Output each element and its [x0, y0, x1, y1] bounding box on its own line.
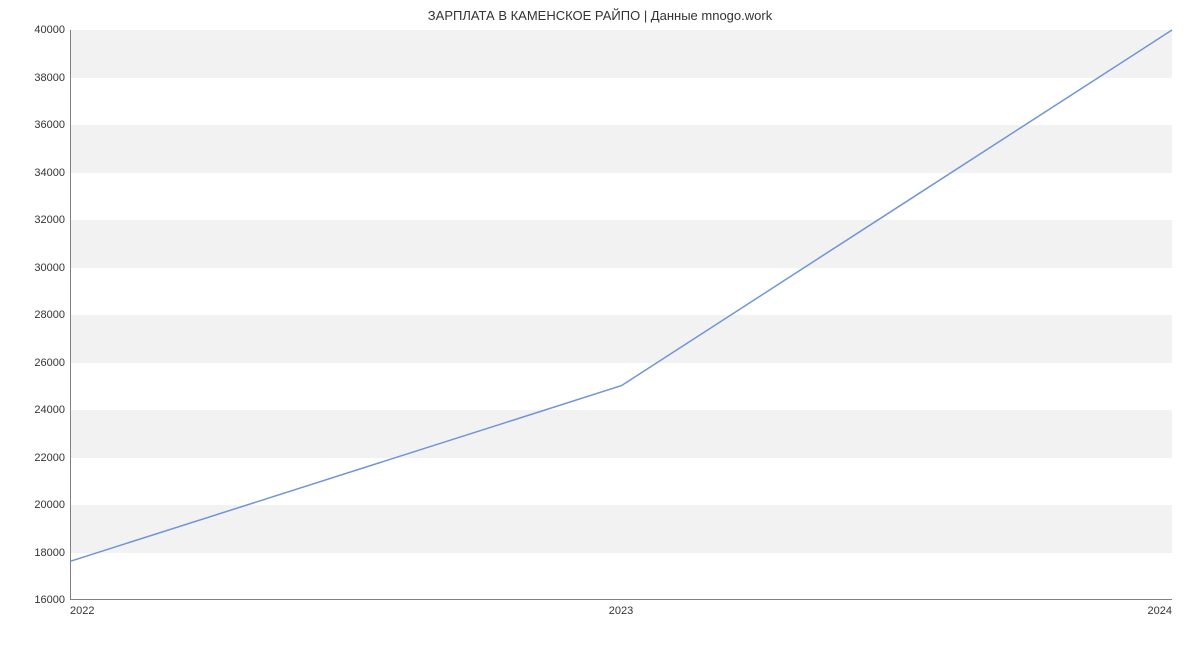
- y-tick-label: 24000: [5, 404, 65, 416]
- y-tick-label: 20000: [5, 499, 65, 511]
- series-line-salary: [71, 30, 1172, 561]
- chart-title: ЗАРПЛАТА В КАМЕНСКОЕ РАЙПО | Данные mnog…: [0, 8, 1200, 23]
- y-tick-label: 36000: [5, 119, 65, 131]
- y-tick-label: 40000: [5, 24, 65, 36]
- x-tick-label: 2024: [1148, 605, 1172, 617]
- y-tick-label: 16000: [5, 594, 65, 606]
- y-tick-label: 28000: [5, 309, 65, 321]
- y-tick-label: 34000: [5, 167, 65, 179]
- plot-area: [70, 30, 1172, 600]
- y-tick-label: 22000: [5, 452, 65, 464]
- line-layer: [71, 30, 1172, 599]
- y-tick-label: 26000: [5, 357, 65, 369]
- x-tick-label: 2022: [70, 605, 94, 617]
- y-tick-label: 30000: [5, 262, 65, 274]
- y-tick-label: 18000: [5, 547, 65, 559]
- x-tick-label: 2023: [609, 605, 633, 617]
- y-tick-label: 38000: [5, 72, 65, 84]
- y-tick-label: 32000: [5, 214, 65, 226]
